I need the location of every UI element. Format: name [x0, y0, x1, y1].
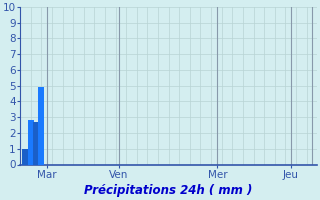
Bar: [28, 120, 34, 164]
X-axis label: Précipitations 24h ( mm ): Précipitations 24h ( mm ): [84, 184, 253, 197]
Bar: [33, 122, 39, 164]
Bar: [38, 87, 44, 164]
Bar: [22, 149, 28, 164]
